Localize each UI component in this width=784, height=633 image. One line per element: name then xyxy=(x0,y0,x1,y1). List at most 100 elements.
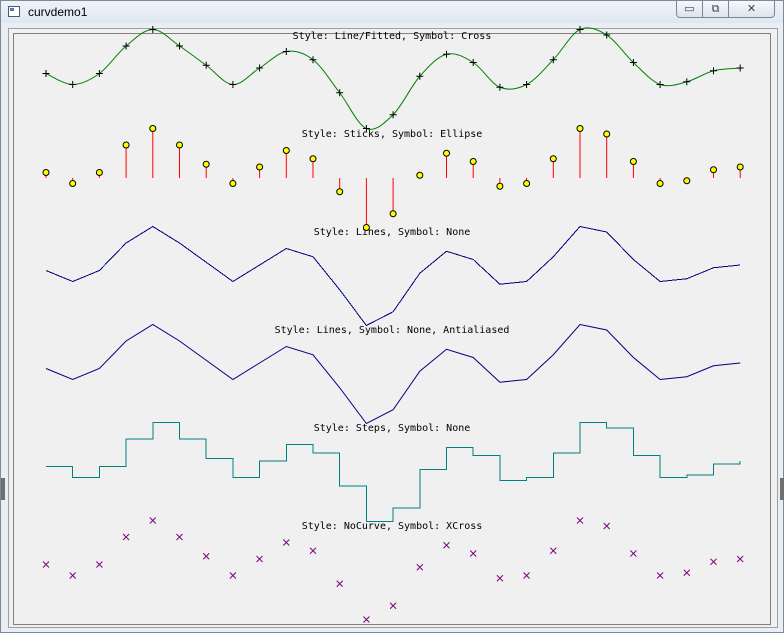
xcross-symbol xyxy=(69,572,77,579)
xcross-symbol xyxy=(656,572,664,579)
cross-symbol xyxy=(549,56,557,64)
cross-symbol xyxy=(710,67,717,75)
curve-label: Style: Line/Fitted, Symbol: Cross xyxy=(293,31,492,42)
ellipse-symbol xyxy=(710,166,717,174)
xcross-symbol xyxy=(416,563,424,571)
close-button[interactable]: ✕ xyxy=(728,1,775,18)
ellipse-symbol xyxy=(282,147,290,154)
curve-label: Style: Steps, Symbol: None xyxy=(314,423,471,434)
curve-plot: Style: Line/Fitted, Symbol: Cross Style: … xyxy=(42,26,744,623)
plot-frame xyxy=(8,28,778,628)
minimize-button[interactable]: ▭ xyxy=(676,1,703,18)
cross-symbol xyxy=(469,59,477,66)
xcross-symbol xyxy=(469,550,477,557)
xcross-symbol xyxy=(736,555,744,563)
cross-symbol xyxy=(523,81,531,88)
curve-label: Style: Sticks, Symbol: Ellipse xyxy=(302,129,483,140)
lines-curve xyxy=(45,225,741,327)
cross-symbol xyxy=(362,125,370,132)
xcross-symbol xyxy=(683,569,691,577)
cross-symbol xyxy=(336,89,344,97)
cross-symbol xyxy=(149,26,157,33)
ellipse-symbol xyxy=(42,169,50,176)
xcross-symbol xyxy=(576,517,584,524)
cross-symbol xyxy=(629,59,637,66)
xcross-symbol xyxy=(229,572,237,579)
xcross-symbol xyxy=(176,533,183,541)
cross-symbol xyxy=(282,48,290,55)
ellipse-symbol xyxy=(389,210,397,218)
steps-curve xyxy=(46,422,741,522)
ellipse-symbol xyxy=(549,155,557,163)
xcross-symbol xyxy=(202,552,210,560)
ellipse-symbol xyxy=(149,125,157,132)
xcross-symbol xyxy=(630,550,637,557)
ellipse-symbol xyxy=(229,180,237,187)
ellipse-symbol xyxy=(69,180,77,187)
ellipse-symbol xyxy=(309,155,317,163)
xcross-symbol xyxy=(496,574,504,582)
cross-symbol xyxy=(736,64,744,72)
ellipse-symbol xyxy=(95,169,103,176)
cross-symbol xyxy=(256,64,264,72)
ellipse-symbol xyxy=(362,224,370,231)
xcross-symbol xyxy=(443,541,450,549)
cross-symbol xyxy=(229,81,237,88)
ellipse-symbol xyxy=(683,177,691,185)
xcross-symbol xyxy=(363,616,370,623)
curve-label: Style: NoCurve, Symbol: XCross xyxy=(302,521,483,532)
ellipse-symbol xyxy=(416,171,424,179)
xcross-symbol xyxy=(42,561,50,568)
cross-symbol xyxy=(122,42,130,50)
ellipse-symbol xyxy=(469,158,477,165)
xcross-symbol xyxy=(549,547,557,555)
ellipse-symbol xyxy=(122,141,130,149)
ellipse-symbol xyxy=(603,130,611,138)
cross-symbol xyxy=(42,70,50,77)
ellipse-symbol xyxy=(336,188,344,196)
cross-symbol xyxy=(416,72,424,80)
xcross-symbol xyxy=(122,533,130,541)
app-icon xyxy=(8,6,20,17)
ellipse-symbol xyxy=(256,163,264,171)
xcross-symbol xyxy=(149,517,157,524)
cross-symbol xyxy=(202,61,210,69)
cross-symbol xyxy=(389,111,397,119)
title-bar[interactable]: curvdemo1 ▭ ⧉ ✕ xyxy=(1,1,783,23)
curve-label: Style: Lines, Symbol: None xyxy=(314,227,471,238)
ellipse-symbol xyxy=(176,141,183,149)
ellipse-symbol xyxy=(443,149,450,157)
cross-symbol xyxy=(176,42,183,50)
left-resize-handle[interactable] xyxy=(1,478,5,500)
xcross-symbol xyxy=(282,539,290,546)
xcross-symbol xyxy=(309,547,317,555)
xcross-symbol xyxy=(523,572,530,579)
cross-symbol xyxy=(95,70,103,77)
cross-symbol xyxy=(656,81,664,88)
plot-canvas-border xyxy=(13,33,771,625)
ellipse-symbol xyxy=(629,158,637,165)
cross-symbol xyxy=(603,31,611,39)
xcross-symbol xyxy=(603,522,611,530)
cross-symbol xyxy=(443,50,450,58)
ellipse-symbol xyxy=(496,182,504,190)
ellipse-symbol xyxy=(576,125,584,132)
ellipse-symbol xyxy=(202,160,210,168)
xcross-symbol xyxy=(336,580,344,588)
xcross-symbol xyxy=(389,602,397,610)
ellipse-symbol xyxy=(523,180,531,187)
lines-antialiased-curve xyxy=(45,323,741,425)
cross-symbol xyxy=(496,83,504,91)
ellipse-symbol xyxy=(656,180,664,187)
maximize-button[interactable]: ⧉ xyxy=(702,1,729,18)
ellipse-symbol xyxy=(736,163,744,171)
cross-symbol xyxy=(576,26,584,33)
curve-label: Style: Lines, Symbol: None, Antialiased xyxy=(275,325,510,336)
xcross-symbol xyxy=(96,561,103,568)
xcross-symbol xyxy=(710,558,717,566)
cross-symbol xyxy=(309,56,317,64)
right-resize-handle[interactable] xyxy=(780,478,784,500)
window-title: curvdemo1 xyxy=(28,5,88,19)
cross-symbol xyxy=(69,81,77,88)
